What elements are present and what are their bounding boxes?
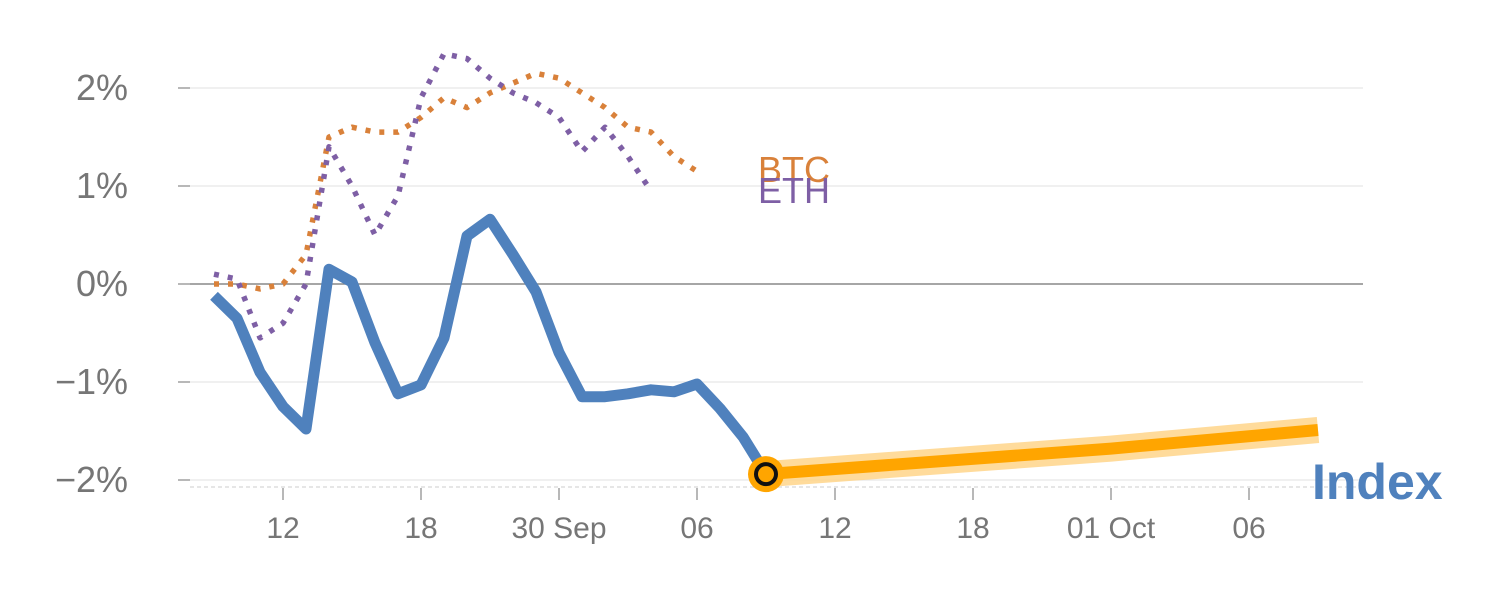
x-tick-label: 01 Oct: [1067, 512, 1156, 545]
x-tick-label: 30 Sep: [511, 512, 606, 545]
series-label-eth: ETH: [758, 170, 830, 211]
x-tick-label: 12: [266, 512, 299, 545]
series-layer: [210, 50, 1320, 493]
series-label-btc: BTC: [758, 149, 830, 190]
series-line-btc: [214, 70, 699, 292]
y-tick-label: 0%: [76, 263, 128, 304]
forecast-line: [765, 424, 1319, 481]
x-tick-label: 18: [404, 512, 437, 545]
series-label-index: Index: [1312, 454, 1443, 510]
grid-layer: [190, 87, 1363, 481]
series-line-eth: [213, 50, 654, 341]
x-tick-label: 18: [956, 512, 989, 545]
series-line-index: [210, 213, 771, 478]
axis-layer: 2% 1% 0% −1% −2% 12 18 30 Sep 06 12 18 01 Oct 06: [55, 67, 1363, 545]
y-tick-label: 1%: [76, 165, 128, 206]
x-tick-label: 06: [1232, 512, 1265, 545]
y-tick-label: −2%: [55, 459, 128, 500]
y-tick-label: −1%: [55, 361, 128, 402]
x-tick-label: 06: [680, 512, 713, 545]
current-point-marker: [754, 462, 778, 487]
x-tick-label: 12: [818, 512, 851, 545]
y-tick-label: 2%: [76, 67, 128, 108]
